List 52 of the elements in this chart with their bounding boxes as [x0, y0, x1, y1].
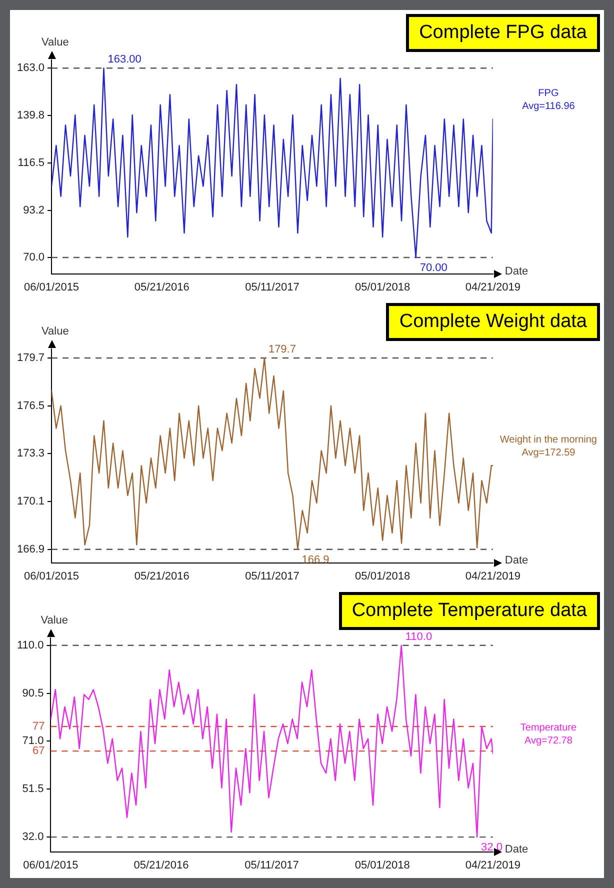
annotation: 163.00 — [108, 54, 142, 66]
y-tick-label: 70.0 — [23, 252, 45, 264]
x-tick-label: 05/21/2016 — [134, 859, 189, 872]
x-tick-label: 06/01/2015 — [24, 570, 80, 582]
x-tick-label: 05/01/2018 — [355, 281, 410, 294]
x-tick-label: 04/21/2019 — [465, 859, 520, 872]
x-tick-label: 05/01/2018 — [354, 859, 410, 872]
y-tick-label: 90.5 — [22, 687, 44, 700]
x-tick-label: 06/01/2015 — [24, 281, 80, 294]
y-axis-title: Value — [40, 614, 68, 627]
y-tick-label: 176.5 — [16, 400, 45, 412]
x-tick-label: 05/11/2017 — [245, 281, 300, 294]
y-tick-label: 116.5 — [18, 156, 45, 169]
annotation: 70.00 — [420, 262, 448, 274]
y-tick-label: 170.1 — [16, 496, 45, 508]
y-axis-title: Value — [42, 326, 69, 338]
x-tick-label: 05/21/2016 — [134, 281, 190, 294]
y-tick-label: 139.8 — [16, 109, 45, 122]
chart-title: Complete Temperature data — [338, 592, 600, 630]
ref-line-label: 77 — [32, 720, 45, 732]
x-tick-label: 05/21/2016 — [134, 570, 190, 582]
text: Weight in the morning — [500, 434, 597, 446]
x-axis-title: Date — [504, 554, 528, 566]
text: Avg=116.96 — [522, 100, 576, 112]
text: Avg=172.59 — [522, 447, 576, 458]
annotation: 32.0 — [481, 842, 502, 854]
chart-title: Complete Weight data — [386, 303, 600, 341]
y-axis-title: Value — [42, 36, 69, 49]
annotation: 179.7 — [268, 344, 296, 356]
y-tick-label: 51.5 — [22, 783, 44, 796]
chart-title: Complete FPG data — [406, 14, 600, 52]
x-tick-label: 04/21/2019 — [465, 281, 520, 294]
y-tick-label: 166.9 — [16, 543, 45, 556]
y-tick-label: 93.2 — [23, 204, 45, 216]
y-tick-label: 32.0 — [22, 831, 44, 844]
x-tick-label: 06/01/2015 — [23, 859, 78, 872]
x-tick-label: 05/11/2017 — [245, 570, 300, 582]
y-tick-label: 179.7 — [16, 352, 45, 364]
x-tick-label: 05/01/2018 — [355, 570, 410, 582]
x-axis-title: Date — [504, 265, 528, 278]
y-tick-label: 173.3 — [16, 448, 45, 460]
text: FPG — [538, 88, 559, 99]
y-tick-label: 71.0 — [22, 735, 44, 748]
x-axis-title: Date — [504, 843, 528, 856]
ref-line-label: 67 — [32, 745, 45, 758]
y-tick-label: 110.0 — [16, 639, 44, 652]
y-tick-label: 163.0 — [16, 62, 45, 74]
annotation: 110.0 — [405, 630, 432, 643]
text: Temperature — [520, 722, 577, 734]
x-tick-label: 05/11/2017 — [244, 859, 299, 872]
text: Avg=72.78 — [524, 735, 573, 746]
x-tick-label: 04/21/2019 — [465, 570, 520, 582]
